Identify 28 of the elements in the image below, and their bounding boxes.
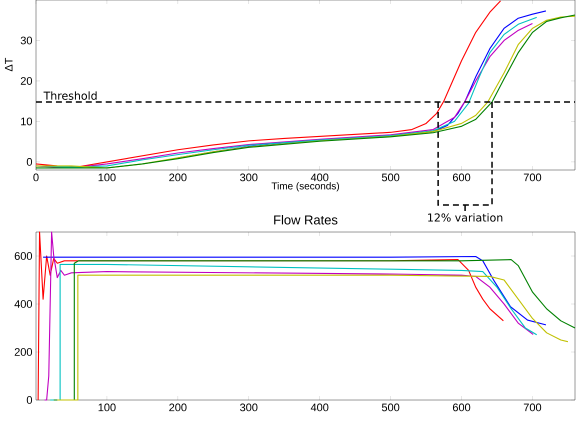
y-tick-label: 10 [21,118,32,126]
x-tick-label: 700 [524,404,542,412]
y-tick-label: 20 [20,77,32,85]
x-tick-label: 200 [169,404,187,412]
x-tick-label: 300 [240,404,258,412]
text: 12% variation [428,213,502,222]
x-tick-label: 700 [524,174,542,182]
y-tick-label: 400 [14,300,32,308]
chart-title: Flow Rates [274,214,338,225]
x-tick-label: 100 [98,404,116,412]
x-tick-label: 0 [33,174,39,182]
y-tick-label: 200 [14,348,32,356]
y-tick-label: 0 [26,158,32,166]
y-tick-label: 0 [26,396,32,404]
y-tick-label: 600 [14,252,32,260]
y-tick-label: 30 [20,36,32,44]
y-axis-title: ΔT [4,58,12,72]
x-tick-label: 400 [310,174,328,182]
x-axis-title: Time (seconds) [272,182,340,192]
x-tick-label: 100 [98,174,116,182]
x-tick-label: 400 [310,404,328,412]
x-tick-label: 300 [240,174,258,182]
x-tick-label: 200 [169,174,187,182]
x-tick-label: 500 [382,404,400,412]
ref-line-label: Threshold [44,91,97,100]
x-tick-label: 600 [452,404,470,412]
x-tick-label: 500 [382,174,400,182]
x-tick-label: 600 [452,174,470,182]
